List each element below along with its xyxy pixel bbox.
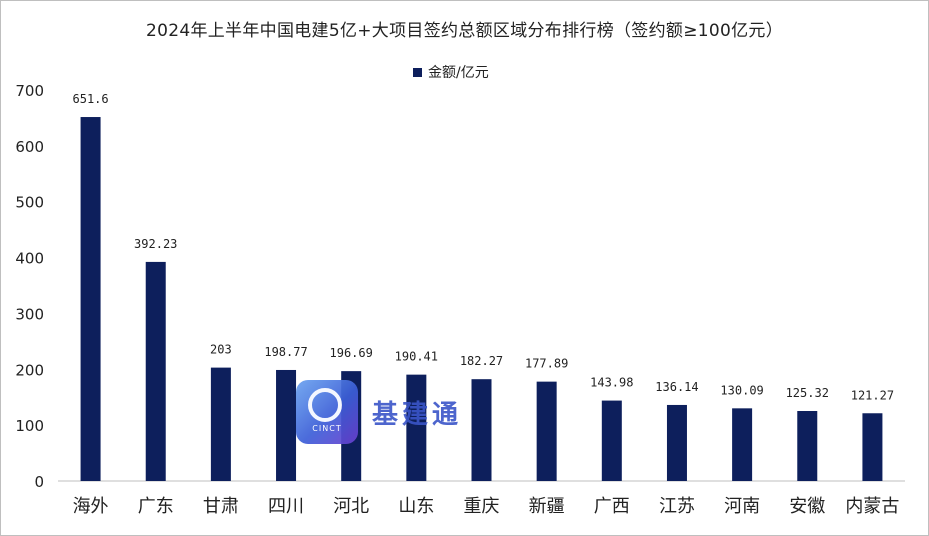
legend-label: 金额/亿元 [428,65,489,81]
data-label: 130.09 [720,383,763,397]
legend-swatch [413,67,422,77]
y-tick-label: 200 [15,361,44,379]
x-tick-label: 江苏 [659,496,695,517]
x-tick-label: 四川 [268,496,304,517]
y-tick-label: 700 [15,82,44,100]
y-tick-label: 0 [34,473,44,491]
bar [862,413,883,481]
data-label: 177.89 [525,357,568,371]
y-tick-label: 500 [15,194,44,212]
x-tick-label: 重庆 [464,496,500,517]
x-tick-label: 广西 [594,496,630,517]
logo-ring-icon [308,388,342,422]
data-label: 196.69 [330,346,373,360]
data-label: 182.27 [460,354,503,368]
bar [536,381,557,481]
data-label: 190.41 [395,350,438,364]
bar [276,369,297,481]
x-tick-label: 甘肃 [203,496,239,517]
data-label: 203 [210,343,232,357]
y-tick-label: 100 [15,417,44,435]
x-tick-label: 河南 [724,496,760,517]
data-label: 136.14 [655,380,698,394]
bar [406,374,427,481]
x-tick-label: 新疆 [529,496,565,517]
data-label: 651.6 [73,92,109,106]
x-tick-label: 山东 [398,496,434,517]
logo-text: CINCT [312,424,342,433]
watermark-text: 基建通 [372,399,463,430]
data-label: 392.23 [134,237,177,251]
bar [797,410,818,481]
y-tick-label: 400 [15,250,44,268]
x-tick-label: 内蒙古 [845,496,899,517]
x-tick-label: 安徽 [789,496,825,517]
y-tick-label: 300 [15,305,44,323]
bar [732,408,753,481]
bar [666,404,687,481]
x-tick-label: 广东 [138,496,174,517]
data-label: 125.32 [786,386,829,400]
data-label: 121.27 [851,388,894,402]
watermark: CINCT 基建通 [296,380,462,444]
chart-title: 2024年上半年中国电建5亿+大项目签约总额区域分布排行榜（签约额≥100亿元） [145,21,783,41]
x-tick-label: 河北 [333,496,369,517]
legend: 金额/亿元 [413,62,489,82]
cinct-logo-icon: CINCT [296,380,358,444]
y-tick-label: 600 [15,138,44,156]
bar [145,261,166,481]
bar [471,379,492,481]
bar [80,117,101,482]
bar [210,367,231,481]
data-label: 198.77 [264,345,307,359]
data-label: 143.98 [590,376,633,390]
x-tick-label: 海外 [73,496,109,517]
bar [601,400,622,481]
